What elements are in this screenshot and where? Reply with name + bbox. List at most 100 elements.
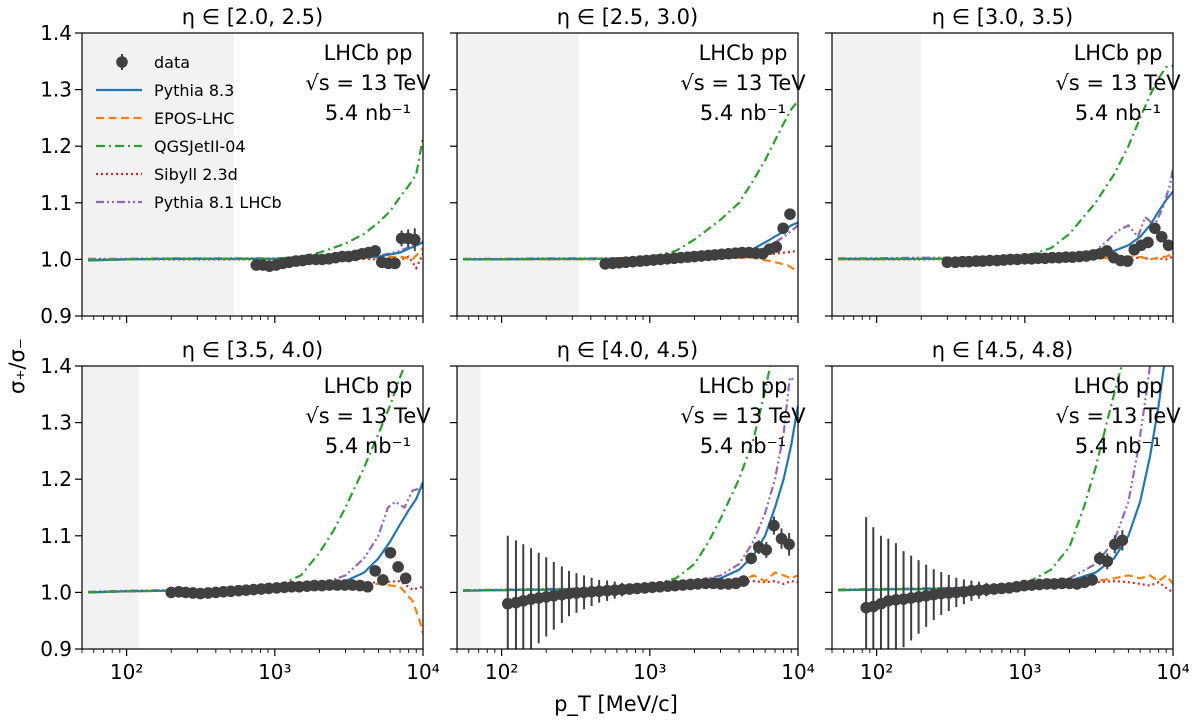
annotation-line: √s = 13 TeV xyxy=(1055,71,1181,95)
data-point xyxy=(745,552,757,565)
shaded-region xyxy=(457,33,579,316)
curve-qgsjetii-04 xyxy=(88,366,406,594)
annotation-line: 5.4 nb⁻¹ xyxy=(700,434,786,458)
annotation-line: 5.4 nb⁻¹ xyxy=(1075,434,1161,458)
x-tick-label: 10³ xyxy=(258,660,291,684)
annotation-line: √s = 13 TeV xyxy=(680,71,806,95)
curve-pythia-8-1-lhcb xyxy=(88,486,423,593)
panel-1: 0.9 1.0 1.1 1.2 1.3 1.4 η ∈ [2.0, 2.5)LHCb pp √… xyxy=(40,5,431,328)
panel-title: η ∈ [3.0, 3.5) xyxy=(932,5,1073,29)
data-point xyxy=(941,256,954,269)
data-point xyxy=(1149,222,1161,235)
y-axis-label: σ₊/σ₋ xyxy=(5,338,29,394)
data-point xyxy=(768,519,780,532)
curve-qgsjetii-04 xyxy=(463,366,772,592)
annotation-line: LHCb pp xyxy=(699,41,788,65)
annotation-line: LHCb pp xyxy=(324,41,413,65)
panel-title: η ∈ [2.5, 3.0) xyxy=(557,5,698,29)
data-point xyxy=(1116,534,1129,547)
shaded-region xyxy=(832,33,922,316)
y-tick-label: 0.9 xyxy=(40,304,72,328)
legend-label: EPOS-LHC xyxy=(154,109,234,128)
x-tick-label: 10³ xyxy=(633,660,666,684)
data-point xyxy=(1121,255,1134,267)
y-tick-label: 1.2 xyxy=(40,467,72,491)
data-point xyxy=(369,565,382,577)
annotation-line: LHCb pp xyxy=(1074,374,1163,398)
annotation-line: √s = 13 TeV xyxy=(305,71,431,95)
plot-area xyxy=(88,366,423,634)
legend-label: Pythia 8.3 xyxy=(154,81,234,100)
panel-title: η ∈ [4.5, 4.8) xyxy=(932,338,1073,362)
data-point xyxy=(1101,555,1114,568)
annotation-line: 5.4 nb⁻¹ xyxy=(325,101,411,125)
y-tick-label: 1.3 xyxy=(40,78,72,102)
data-point xyxy=(784,208,796,220)
data-point xyxy=(408,233,421,246)
plot-area xyxy=(88,137,423,272)
x-tick-label: 10² xyxy=(110,660,143,684)
x-tick-label: 10⁴ xyxy=(781,660,814,684)
annotation-line: 5.4 nb⁻¹ xyxy=(700,101,786,125)
curve-sibyll-2-3d xyxy=(838,579,1173,594)
curve-qgsjetii-04 xyxy=(838,64,1173,260)
annotation-line: LHCb pp xyxy=(1074,41,1163,65)
annotation-line: LHCb pp xyxy=(699,374,788,398)
y-tick-label: 1.2 xyxy=(40,134,72,158)
annotation-line: LHCb pp xyxy=(324,374,413,398)
plot-area xyxy=(463,366,798,649)
x-axis-label: p_T [MeV/c] xyxy=(554,692,678,717)
panel-frame xyxy=(81,365,424,650)
y-tick-label: 1.1 xyxy=(40,524,72,548)
panel-frame xyxy=(456,32,799,317)
y-tick-label: 1.4 xyxy=(40,354,72,378)
data-point xyxy=(1155,230,1168,243)
annotation-line: √s = 13 TeV xyxy=(680,404,806,428)
curve-qgsjetii-04 xyxy=(838,366,1123,592)
x-tick-label: 10² xyxy=(860,660,893,684)
data-point xyxy=(777,222,789,235)
panel-title: η ∈ [2.0, 2.5) xyxy=(182,5,323,29)
panel-4: 0.9 1.0 1.1 1.2 1.3 1.4 10² 10³ 10⁴ η ∈ [3.5, 4.0… xyxy=(40,338,440,684)
y-tick-label: 1.0 xyxy=(40,580,72,604)
panel-frame xyxy=(831,32,1174,317)
panel-frame xyxy=(831,365,1174,650)
annotation-line: √s = 13 TeV xyxy=(1055,404,1181,428)
panel-title: η ∈ [4.0, 4.5) xyxy=(557,338,698,362)
plot-area xyxy=(463,100,798,273)
legend-marker xyxy=(116,56,128,68)
data-point xyxy=(783,538,795,551)
legend-label: Pythia 8.1 LHCb xyxy=(154,193,282,212)
y-tick-label: 1.3 xyxy=(40,411,72,435)
legend-label: QGSJetII-04 xyxy=(154,137,246,156)
legend-label: Sibyll 2.3d xyxy=(154,165,238,184)
annotation-line: 5.4 nb⁻¹ xyxy=(1075,101,1161,125)
data-point xyxy=(389,257,401,270)
panel-frame xyxy=(81,32,424,317)
x-tick-label: 10⁴ xyxy=(1156,660,1189,684)
shaded-region xyxy=(82,366,139,649)
data-point xyxy=(760,544,773,556)
data-point xyxy=(1142,236,1154,249)
plot-area xyxy=(838,366,1173,649)
y-tick-label: 0.9 xyxy=(40,637,72,661)
panel-3: η ∈ [3.0, 3.5)LHCb pp √s = 13 TeV 5.4 nb⁻¹ xyxy=(825,5,1181,323)
data-point xyxy=(737,575,750,587)
y-tick-label: 1.0 xyxy=(40,247,72,271)
panel-frame xyxy=(456,365,799,650)
plot-area xyxy=(838,64,1173,269)
annotation-line: √s = 13 TeV xyxy=(305,404,431,428)
annotation-line: 5.4 nb⁻¹ xyxy=(325,434,411,458)
x-tick-label: 10² xyxy=(485,660,518,684)
data-point xyxy=(392,561,404,573)
curve-pythia-8-1-lhcb xyxy=(463,375,795,592)
data-point xyxy=(361,580,374,593)
curve-qgsjetii-04 xyxy=(88,137,423,262)
y-tick-label: 1.4 xyxy=(40,21,72,45)
x-tick-label: 10³ xyxy=(1008,660,1041,684)
curve-pythia-8-1-lhcb xyxy=(88,240,423,260)
panel-5: 10² 10³ 10⁴ η ∈ [4.0, 4.5)LHCb pp √s = 13 Te… xyxy=(450,338,815,684)
shaded-region xyxy=(457,366,481,649)
y-tick-label: 1.1 xyxy=(40,191,72,215)
